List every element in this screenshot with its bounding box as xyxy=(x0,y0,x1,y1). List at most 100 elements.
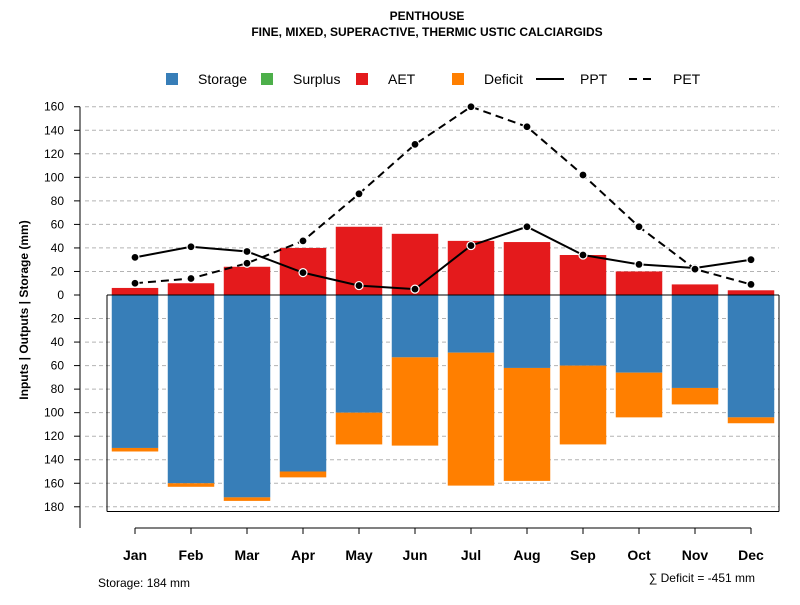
ppt-point-jun xyxy=(410,284,420,294)
aet-bar-dec xyxy=(727,290,775,295)
y-tick-label-0: 160 xyxy=(44,100,64,114)
deficit-bar-apr xyxy=(279,471,327,478)
storage-bar-oct xyxy=(615,295,663,373)
y-tick-label-7: 20 xyxy=(51,264,65,278)
x-tick-label-aug: Aug xyxy=(513,547,540,563)
deficit-bar-jun xyxy=(391,357,439,446)
deficit-bar-sep xyxy=(559,365,607,445)
chart-subtitle: FINE, MIXED, SUPERACTIVE, THERMIC USTIC … xyxy=(251,25,602,39)
legend-label-storage: Storage xyxy=(198,71,247,87)
legend-swatch-deficit xyxy=(452,73,464,85)
ppt-point-sep xyxy=(578,250,588,260)
legend-swatch-storage xyxy=(166,73,178,85)
y-tick-label-10: 40 xyxy=(51,335,65,349)
legend-item-deficit: Deficit xyxy=(452,71,523,87)
deficit-bar-may xyxy=(335,412,383,445)
x-tick-label-dec: Dec xyxy=(738,547,764,563)
legend-label-surplus: Surplus xyxy=(293,71,340,87)
y-tick-label-17: 180 xyxy=(44,500,64,514)
legend-item-surplus: Surplus xyxy=(261,71,340,87)
legend-label-aet: AET xyxy=(388,71,416,87)
aet-bar-aug xyxy=(503,242,551,295)
axis-layer: 160 140 120 100 80 60 40 20 0 20 40 60 80 100 120 140 16… xyxy=(44,100,780,563)
legend-item-aet: AET xyxy=(356,71,416,87)
storage-bar-may xyxy=(335,295,383,413)
legend-swatch-surplus xyxy=(261,73,273,85)
x-tick-label-jun: Jun xyxy=(403,547,428,563)
storage-bar-mar xyxy=(223,295,271,498)
storage-note: Storage: 184 mm xyxy=(98,576,190,590)
aet-bar-sep xyxy=(559,254,607,295)
aet-bar-nov xyxy=(671,284,719,295)
legend-label-deficit: Deficit xyxy=(484,71,523,87)
storage-bar-jul xyxy=(447,295,495,353)
deficit-bar-oct xyxy=(615,372,663,418)
pet-point-may xyxy=(354,189,364,199)
storage-bar-feb xyxy=(167,295,215,484)
ppt-point-mar xyxy=(242,246,252,257)
ppt-point-aug xyxy=(522,222,532,232)
y-tick-label-5: 60 xyxy=(51,217,65,231)
deficit-bar-jan xyxy=(111,447,159,452)
deficit-bar-dec xyxy=(727,417,775,424)
pet-point-mar xyxy=(242,258,252,268)
deficit-bar-jul xyxy=(447,352,495,486)
deficit-bar-mar xyxy=(223,497,271,501)
legend-label-pet: PET xyxy=(673,71,701,87)
ppt-point-jan xyxy=(130,252,140,262)
pet-point-jan xyxy=(130,278,140,288)
y-tick-label-6: 40 xyxy=(51,241,65,255)
y-axis-label: Inputs | Outputs | Storage (mm) xyxy=(17,220,31,399)
pet-line xyxy=(134,105,752,286)
ppt-point-jul xyxy=(466,240,476,251)
legend-item-storage: Storage xyxy=(166,71,247,87)
aet-bar-mar xyxy=(223,266,271,295)
aet-bar-feb xyxy=(167,283,215,295)
pet-point-feb xyxy=(186,273,196,284)
x-tick-label-oct: Oct xyxy=(627,547,651,563)
pet-point-dec xyxy=(746,279,756,290)
ppt-point-may xyxy=(354,280,364,291)
line-layer xyxy=(130,102,756,294)
x-tick-label-may: May xyxy=(345,547,372,563)
storage-bar-apr xyxy=(279,295,327,472)
x-tick-label-sep: Sep xyxy=(570,547,596,563)
deficit-bar-nov xyxy=(671,387,719,405)
storage-bar-dec xyxy=(727,295,775,418)
y-tick-label-4: 80 xyxy=(51,194,65,208)
x-tick-label-apr: Apr xyxy=(291,547,316,563)
legend: Storage Surplus AET Deficit PPT PET xyxy=(166,71,701,87)
storage-bar-sep xyxy=(559,295,607,366)
x-tick-label-nov: Nov xyxy=(682,547,709,563)
y-tick-label-16: 160 xyxy=(44,476,64,490)
y-tick-label-13: 100 xyxy=(44,406,64,420)
pet-point-oct xyxy=(634,222,644,232)
pet-point-apr xyxy=(298,236,308,246)
aet-bar-jan xyxy=(111,287,159,295)
ppt-point-oct xyxy=(634,259,644,270)
x-tick-label-jul: Jul xyxy=(461,547,481,563)
pet-point-jun xyxy=(410,139,420,149)
x-tick-label-jan: Jan xyxy=(123,547,147,563)
pet-point-sep xyxy=(578,170,588,180)
ppt-point-apr xyxy=(298,268,308,278)
storage-bar-aug xyxy=(503,295,551,368)
legend-item-pet: PET xyxy=(629,71,701,87)
pet-point-nov xyxy=(690,264,700,274)
deficit-note: ∑ Deficit = -451 mm xyxy=(649,571,755,585)
bar-layer xyxy=(111,226,775,501)
y-tick-label-15: 140 xyxy=(44,453,64,467)
pet-point-aug xyxy=(522,122,532,132)
storage-bar-jan xyxy=(111,295,159,448)
legend-label-ppt: PPT xyxy=(580,71,608,87)
pet-point-jul xyxy=(466,102,476,112)
y-tick-label-3: 100 xyxy=(44,170,64,184)
deficit-bar-aug xyxy=(503,367,551,481)
ppt-line xyxy=(134,225,752,291)
y-tick-label-8: 0 xyxy=(57,288,64,302)
y-tick-label-11: 60 xyxy=(51,359,65,373)
ppt-point-dec xyxy=(746,255,756,265)
y-tick-label-9: 20 xyxy=(51,312,65,326)
